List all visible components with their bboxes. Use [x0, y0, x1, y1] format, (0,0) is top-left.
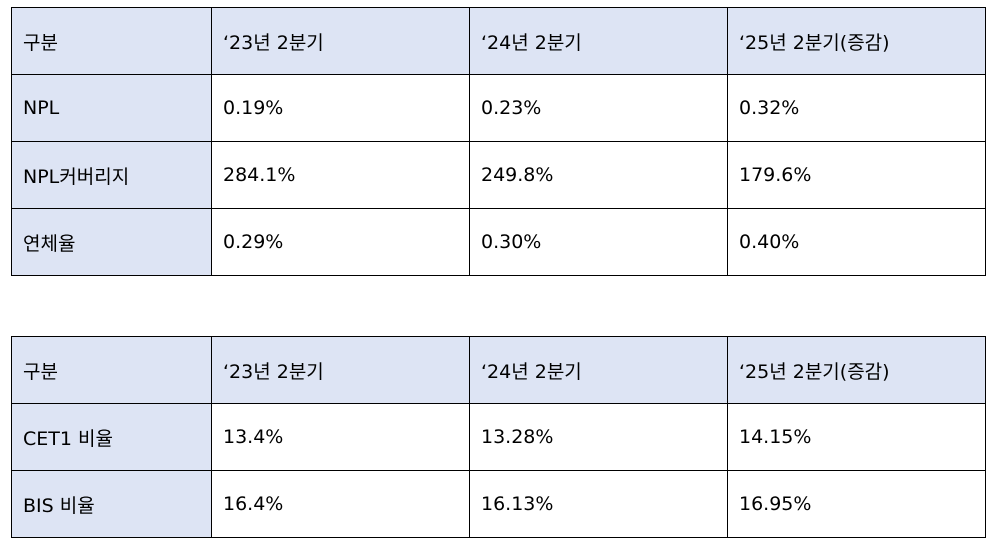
table-header-row: 구분 ‘23년 2분기 ‘24년 2분기 ‘25년 2분기(증감)	[11, 7, 986, 75]
table-cell: 16.13%	[469, 470, 728, 538]
header-2025-q2: ‘25년 2분기(증감)	[727, 336, 986, 404]
table-row: NPL커버리지 284.1% 249.8% 179.6%	[11, 141, 986, 209]
table-cell: 13.4%	[211, 403, 470, 471]
table-header-row: 구분 ‘23년 2분기 ‘24년 2분기 ‘25년 2분기(증감)	[11, 336, 986, 404]
table-cell: 16.4%	[211, 470, 470, 538]
row-label-delinquency: 연체율	[11, 208, 212, 276]
row-label-bis: BIS 비율	[11, 470, 212, 538]
row-label-cet1: CET1 비율	[11, 403, 212, 471]
row-label-npl-coverage: NPL커버리지	[11, 141, 212, 209]
table-cell: 16.95%	[727, 470, 986, 538]
header-2025-q2: ‘25년 2분기(증감)	[727, 7, 986, 75]
header-2023-q2: ‘23년 2분기	[211, 7, 470, 75]
table-cell: 0.23%	[469, 74, 728, 142]
table-cell: 249.8%	[469, 141, 728, 209]
table-cell: 0.40%	[727, 208, 986, 276]
table-row: BIS 비율 16.4% 16.13% 16.95%	[11, 470, 986, 538]
asset-quality-table: 구분 ‘23년 2분기 ‘24년 2분기 ‘25년 2분기(증감) NPL 0.…	[11, 7, 986, 276]
table-cell: 0.19%	[211, 74, 470, 142]
table-cell: 14.15%	[727, 403, 986, 471]
table-cell: 0.32%	[727, 74, 986, 142]
table-cell: 0.29%	[211, 208, 470, 276]
table-cell: 284.1%	[211, 141, 470, 209]
header-2023-q2: ‘23년 2분기	[211, 336, 470, 404]
table-cell: 13.28%	[469, 403, 728, 471]
header-2024-q2: ‘24년 2분기	[469, 336, 728, 404]
table-row: 연체율 0.29% 0.30% 0.40%	[11, 208, 986, 276]
table-row: NPL 0.19% 0.23% 0.32%	[11, 74, 986, 142]
header-category: 구분	[11, 7, 212, 75]
header-category: 구분	[11, 336, 212, 404]
row-label-npl: NPL	[11, 74, 212, 142]
table-row: CET1 비율 13.4% 13.28% 14.15%	[11, 403, 986, 471]
capital-ratio-table: 구분 ‘23년 2분기 ‘24년 2분기 ‘25년 2분기(증감) CET1 비…	[11, 336, 986, 538]
table-cell: 0.30%	[469, 208, 728, 276]
table-cell: 179.6%	[727, 141, 986, 209]
header-2024-q2: ‘24년 2분기	[469, 7, 728, 75]
